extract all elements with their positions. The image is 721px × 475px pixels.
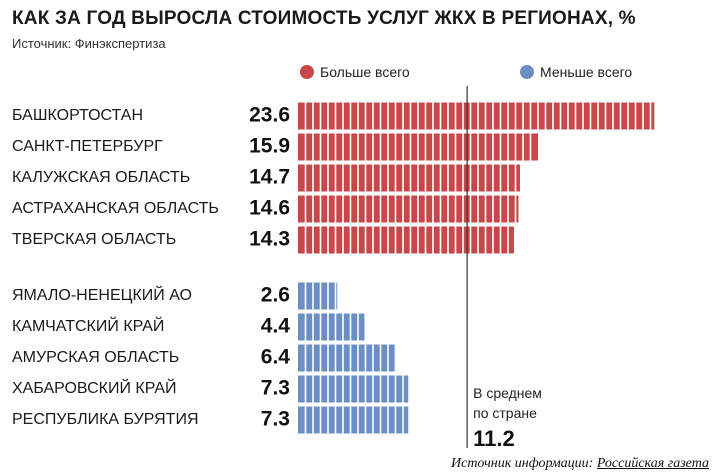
legend-dot-red-icon xyxy=(300,65,314,79)
bar-fill xyxy=(298,164,520,192)
category-label: АМУРСКАЯ ОБЛАСТЬ xyxy=(12,349,179,366)
bar xyxy=(298,344,395,372)
footer-link[interactable]: Российская газета xyxy=(596,456,709,471)
bar xyxy=(298,375,409,403)
bar-fill xyxy=(298,282,338,310)
bar xyxy=(298,102,655,130)
bar-fill xyxy=(298,313,365,341)
bar-fill xyxy=(298,344,395,372)
value-label: 14.6 xyxy=(249,197,290,220)
bar-fill xyxy=(298,406,409,434)
value-label: 23.6 xyxy=(249,104,290,127)
chart-frame: КАК ЗА ГОД ВЫРОСЛА СТОИМОСТЬ УСЛУГ ЖКХ В… xyxy=(12,8,655,451)
category-label: БАШКОРТОСТАН xyxy=(12,107,143,124)
bar xyxy=(298,406,409,434)
category-label: САНКТ-ПЕТЕРБУРГ xyxy=(12,138,163,155)
legend-dot-blue-icon xyxy=(520,65,534,79)
average-label-line2: по стране xyxy=(473,405,537,421)
value-label: 7.3 xyxy=(261,408,290,431)
category-label: АСТРАХАНСКАЯ ОБЛАСТЬ xyxy=(12,200,219,217)
legend-item-least: Меньше всего xyxy=(520,64,632,80)
bar-fill xyxy=(298,375,409,403)
category-label: РЕСПУБЛИКА БУРЯТИЯ xyxy=(12,411,199,428)
value-label: 2.6 xyxy=(261,284,290,307)
legend-label-most: Больше всего xyxy=(320,64,410,80)
bar-chart: БАШКОРТОСТАН 23.6 САНКТ-ПЕТЕРБУРГ 15.9 КАЛУЖ… xyxy=(12,86,655,451)
bar xyxy=(298,195,519,223)
category-label: ХАБАРОВСКИЙ КРАЙ xyxy=(12,378,176,397)
bar xyxy=(298,313,365,341)
bar xyxy=(298,133,539,161)
value-label: 15.9 xyxy=(249,135,290,158)
bar-fill xyxy=(298,102,655,130)
legend-label-least: Меньше всего xyxy=(540,64,633,80)
category-label: КАЛУЖСКАЯ ОБЛАСТЬ xyxy=(12,169,190,186)
bar xyxy=(298,282,338,310)
bar xyxy=(298,164,520,192)
category-label: ТВЕРСКАЯ ОБЛАСТЬ xyxy=(12,231,176,248)
value-label: 14.7 xyxy=(249,166,290,189)
bars-layer: БАШКОРТОСТАН 23.6 САНКТ-ПЕТЕРБУРГ 15.9 КАЛУЖ… xyxy=(12,102,655,434)
footer-prefix: Источник информации: xyxy=(451,456,597,471)
chart-title: КАК ЗА ГОД ВЫРОСЛА СТОИМОСТЬ УСЛУГ ЖКХ В… xyxy=(12,8,636,29)
value-label: 14.3 xyxy=(249,228,290,251)
value-label: 4.4 xyxy=(261,315,291,338)
bar xyxy=(298,226,514,254)
bar-fill xyxy=(298,226,514,254)
category-label: ЯМАЛО-НЕНЕЦКИЙ АО xyxy=(12,285,192,304)
value-label: 6.4 xyxy=(261,346,291,369)
footer-source: Источник информации: Российская газета xyxy=(451,456,709,472)
value-label: 7.3 xyxy=(261,377,290,400)
legend-item-most: Больше всего xyxy=(300,64,410,80)
average-label-line1: В среднем xyxy=(473,385,542,401)
chart-source: Источник: Финэкспертиза xyxy=(12,36,166,51)
average-value: 11.2 xyxy=(473,426,515,451)
category-label: КАМЧАТСКИЙ КРАЙ xyxy=(12,316,164,335)
